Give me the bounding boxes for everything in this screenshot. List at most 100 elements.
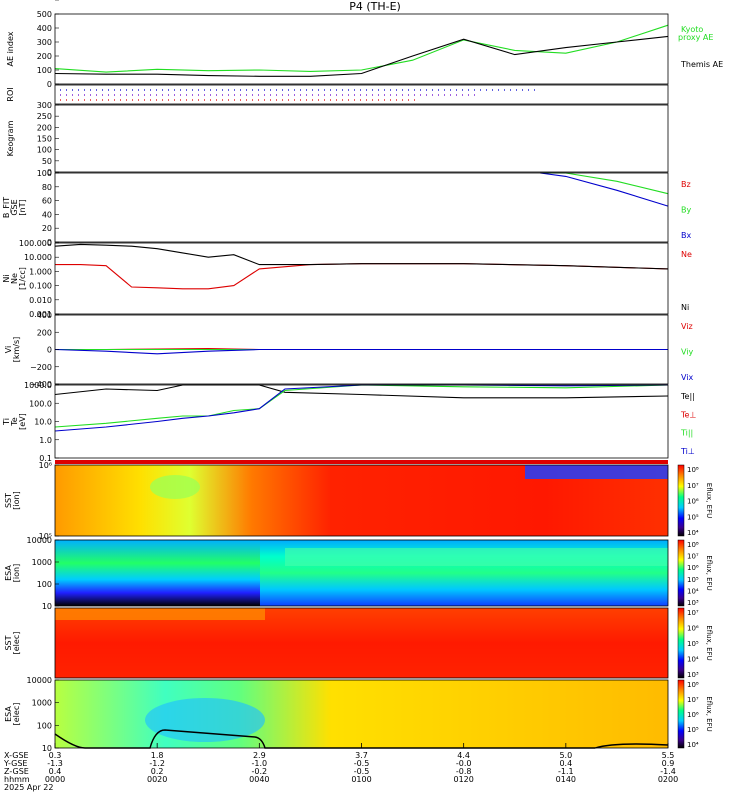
ae-ytick-3: 300	[37, 38, 52, 47]
density-ytick-3: 1.000	[29, 267, 52, 276]
esa_ion-frame	[54, 539, 669, 607]
temperature-series-2	[54, 384, 669, 428]
xaxis-tick-2-val-3: 0040	[249, 775, 269, 784]
xaxis-tick-0-val-1: -1.3	[47, 759, 63, 768]
ae-ytick-0: 0	[47, 80, 52, 89]
sst_ion-cbar-tick-0: 10⁴	[687, 529, 699, 537]
sst_elec-cbar-tick-3: 10⁶	[687, 625, 699, 633]
ae-legend-kyoto-1: Kyoto	[681, 25, 703, 34]
esa-ion-band	[285, 548, 668, 566]
sst_elec-colorbar	[677, 607, 685, 679]
esa_ion-colorbar	[677, 539, 685, 607]
bfit-legend-2: Bx	[681, 231, 691, 240]
sst_ion-colorbar	[677, 464, 685, 537]
esa_elec-ylabel-0: ESA	[4, 706, 13, 722]
velocity-legend-1: Viy	[681, 348, 694, 357]
velocity-ytick-4: 400	[37, 311, 52, 320]
esa_ion-ytick-1: 100	[37, 580, 52, 589]
temperature-frame	[54, 384, 669, 459]
esa_elec-cbar-tick-4: 10⁸	[687, 681, 699, 689]
bfit-ylabel-2: [nT]	[18, 199, 27, 215]
sst_ion-cbar-tick-2: 10⁶	[687, 498, 699, 506]
bfit-ytick-2: 40	[42, 210, 52, 219]
keogram-ytick-5: 250	[37, 112, 52, 121]
xaxis-tick-4-val-2: -0.8	[456, 767, 472, 776]
esa_ion-cbar-tick-5: 10⁸	[687, 541, 699, 549]
keogram-ytick-3: 150	[37, 135, 52, 144]
ae-series-0	[54, 24, 669, 73]
density-ylabel-1: Ne	[10, 273, 19, 284]
temperature-ytick-4: 1000.0	[24, 381, 52, 390]
bfit-frame	[54, 172, 669, 243]
esa_ion-ytick-3: 10000	[27, 536, 52, 545]
temperature-legend-1: Te⊥	[680, 410, 696, 419]
velocity-ytick-3: 200	[37, 328, 52, 337]
sst_ion-cbar-tick-4: 10⁸	[687, 466, 699, 474]
density-ytick-5: 100.000	[19, 239, 52, 248]
esa_elec-colorbar	[677, 679, 685, 749]
xaxis-tick-0-val-3: 0000	[45, 775, 65, 784]
esa_elec-ylabel-1: [elec]	[12, 703, 21, 726]
temperature-legend-0: Te||	[680, 392, 695, 401]
sst-ion-green-blob	[150, 475, 200, 499]
ae-series-1	[54, 35, 669, 77]
temperature-ytick-2: 10.0	[34, 418, 52, 427]
esa_ion-ylabel-0: ESA	[4, 565, 13, 581]
xaxis-tick-1-val-1: -1.2	[149, 759, 165, 768]
xaxis-tick-1-val-2: 0.2	[151, 767, 164, 776]
xaxis-rowlabel-4: 2025 Apr 22	[4, 783, 53, 792]
xaxis-tick-1-val-3: 0020	[147, 775, 167, 784]
sst_elec-cbar-tick-4: 10⁷	[687, 609, 699, 617]
esa_elec-cbar-tick-1: 10⁵	[687, 726, 699, 734]
density-ylabel-0: Ni	[2, 274, 11, 282]
velocity-ytick-0: −400	[30, 380, 52, 389]
xaxis-tick-3-val-1: -0.5	[354, 759, 370, 768]
esa_ion-cbar-label: Eflux, EFU	[705, 555, 713, 590]
keogram-ytick-6: 300	[37, 101, 52, 110]
sst-elec-top-band	[55, 608, 265, 620]
density-ytick-4: 10.000	[24, 253, 52, 262]
esa-elec-scpot-line	[54, 729, 669, 749]
xaxis-tick-4-val-3: 0120	[453, 775, 473, 784]
esa_ion-ytick-0: 10	[42, 602, 52, 611]
temperature-legend-2: Ti||	[680, 429, 693, 438]
velocity-ytick-2: 0	[47, 346, 52, 355]
sst_elec-ylabel-1: [elec]	[12, 632, 21, 655]
ae-ytick-1: 100	[37, 66, 52, 75]
sst_elec-frame	[54, 607, 669, 679]
sst_elec-cbar-tick-1: 10⁴	[687, 656, 699, 664]
density-ytick-0: 0.001	[29, 310, 52, 319]
velocity-legend-0: Viz	[681, 322, 693, 331]
bfit-legend-1: By	[681, 206, 691, 215]
sst_elec-ytick-0: 10⁵	[39, 0, 52, 2]
esa_ion-cbar-tick-2: 10⁵	[687, 576, 699, 584]
xaxis-tick-3-val-3: 0100	[351, 775, 371, 784]
xaxis-tick-4-val-1: -0.0	[456, 759, 472, 768]
density-frame	[54, 242, 669, 315]
xaxis-tick-3-val-2: -0.5	[354, 767, 370, 776]
xaxis-tick-5-val-3: 0140	[556, 775, 576, 784]
ae-frame	[54, 13, 669, 85]
velocity-ytick-1: −200	[30, 363, 52, 372]
xaxis-tick-4-val-0: 4.4	[457, 751, 470, 760]
esa_elec-ytick-0: 10	[42, 744, 52, 753]
esa-elec-blue-patch	[145, 698, 265, 742]
bfit-ytick-0: 0	[47, 238, 52, 247]
esa_ion-cbar-tick-3: 10⁶	[687, 564, 699, 572]
ae-legend-kyoto-2: proxy AE	[678, 33, 713, 42]
keogram-ytick-1: 50	[42, 157, 52, 166]
keogram-ylabel-0: Keogram	[6, 120, 15, 156]
ae-ytick-5: 500	[37, 10, 52, 19]
velocity-ylabel-1: [km/s]	[12, 337, 21, 363]
sst_ion-cbar-tick-1: 10⁵	[687, 513, 699, 521]
roi-frame	[54, 84, 669, 105]
bfit-ytick-5: 100	[37, 169, 52, 178]
temperature-ytick-1: 1.0	[39, 436, 52, 445]
ae-ytick-2: 200	[37, 52, 52, 61]
xaxis-tick-5-val-1: 0.4	[559, 759, 572, 768]
bfit-series-2	[540, 172, 669, 207]
velocity-legend-2: Vix	[681, 373, 694, 382]
xaxis-tick-2-val-0: 2.9	[253, 751, 266, 760]
